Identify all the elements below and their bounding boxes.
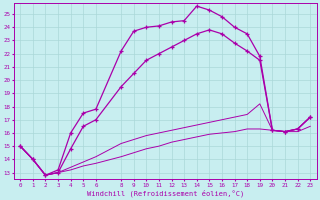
X-axis label: Windchill (Refroidissement éolien,°C): Windchill (Refroidissement éolien,°C) xyxy=(87,189,244,197)
